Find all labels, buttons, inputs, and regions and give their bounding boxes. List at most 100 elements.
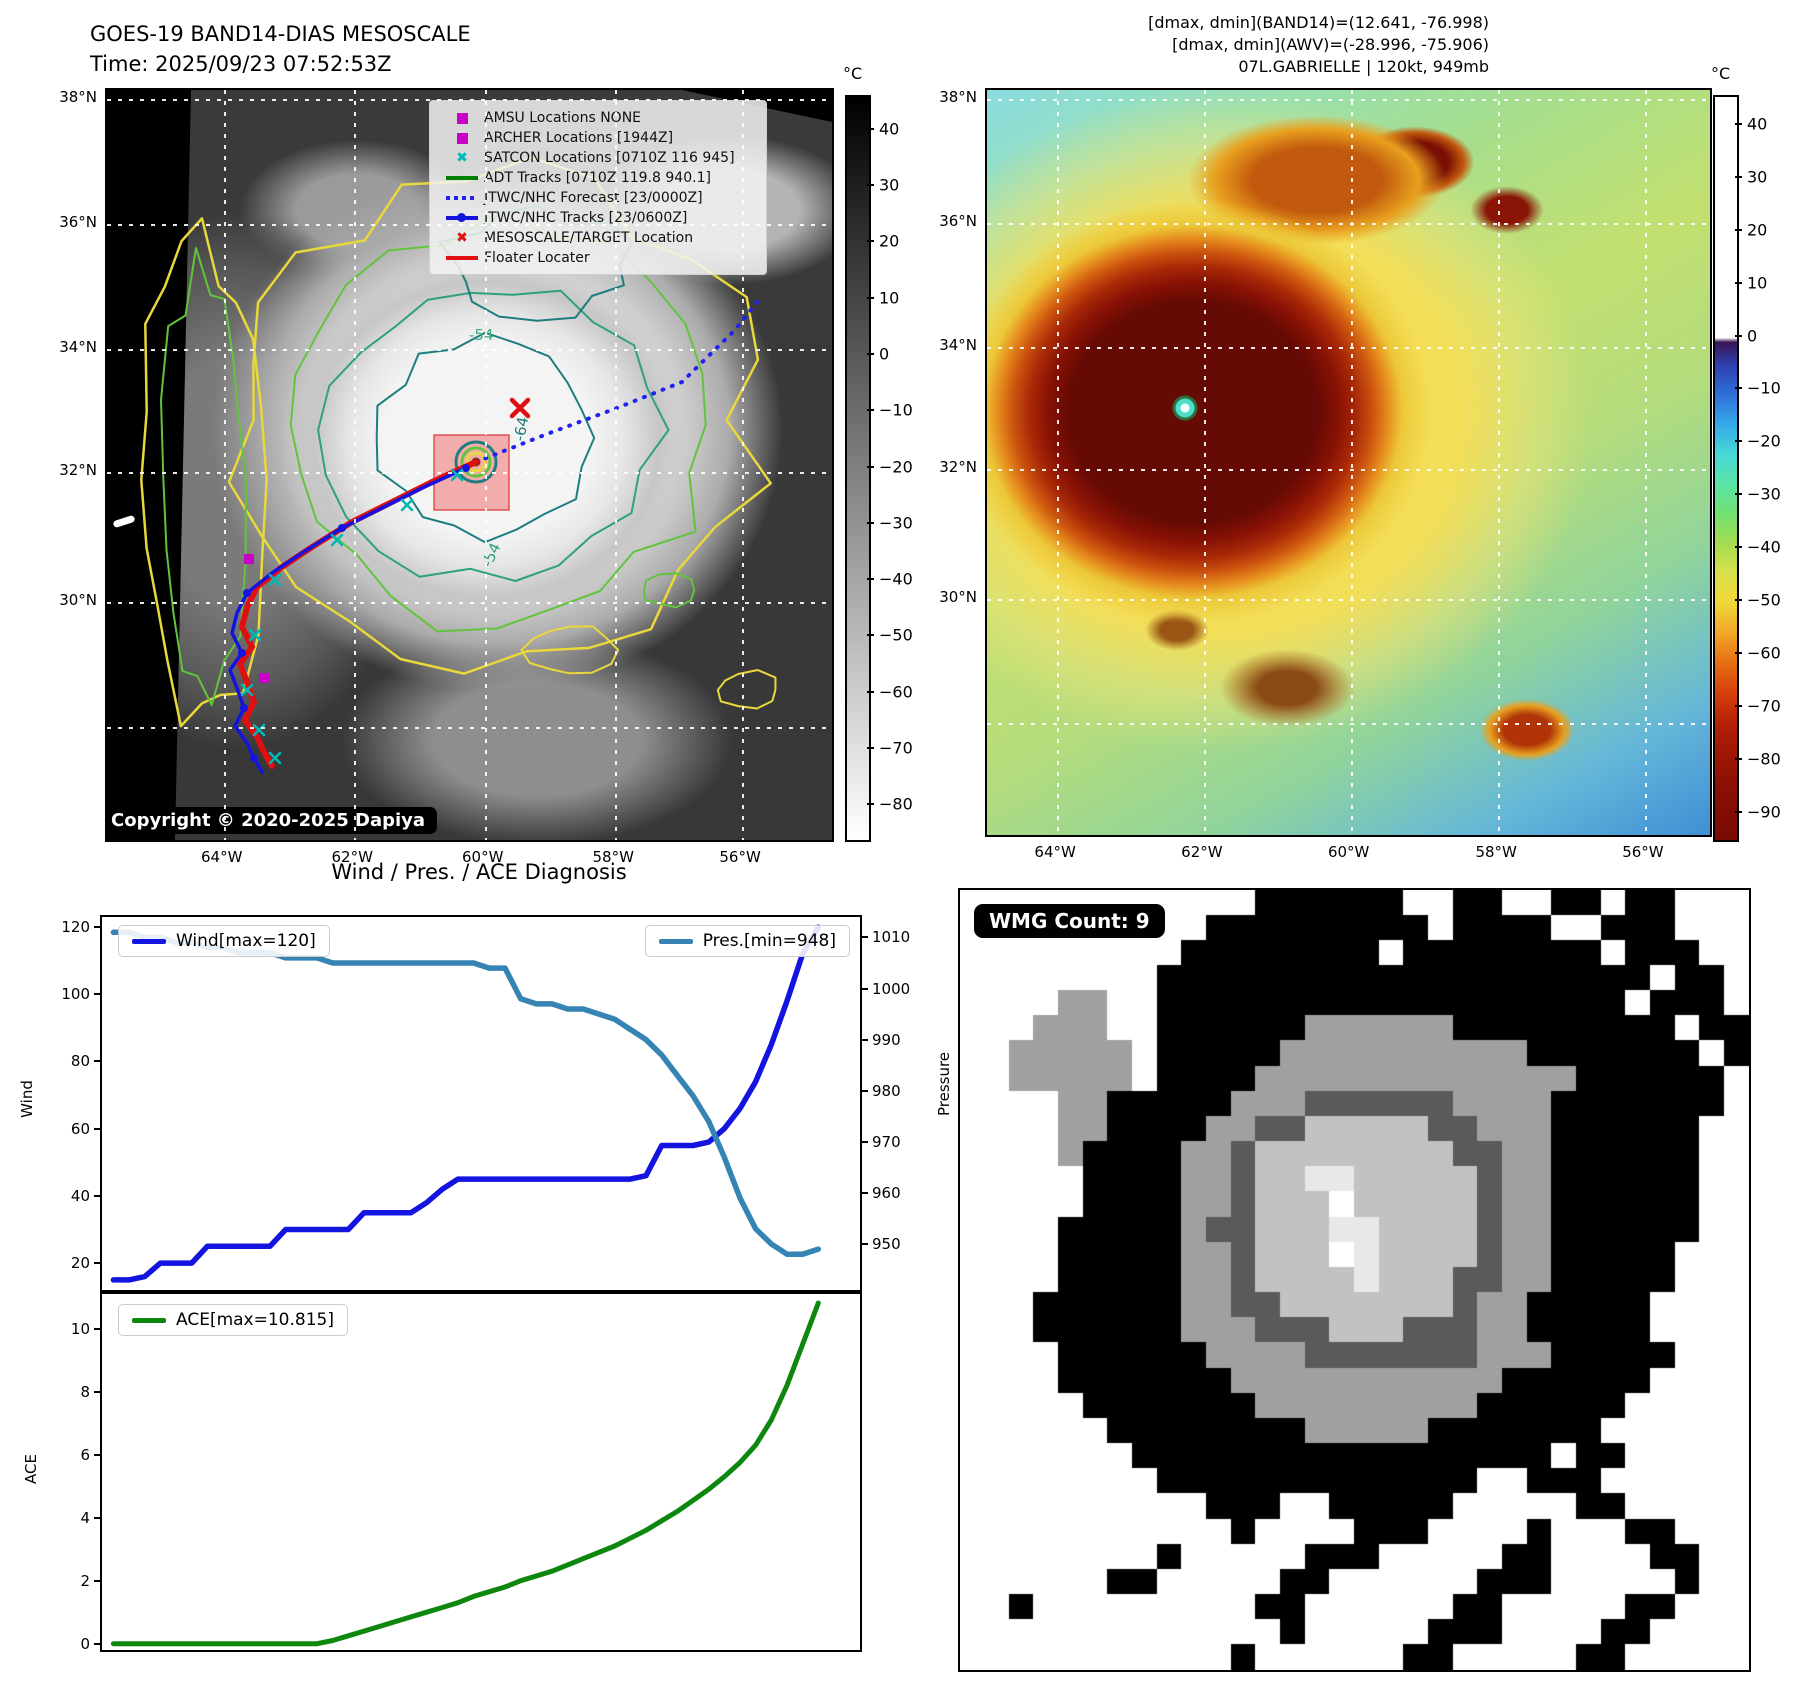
wind-axis-label: Wind — [17, 1080, 36, 1118]
lat-tick-label: 38°N — [939, 87, 977, 106]
pressure-line — [110, 929, 822, 1257]
pressure-legend-label: Pres.[min=948] — [702, 931, 836, 951]
legend-label: JTWC/NHC Tracks [23/0600Z] — [484, 210, 688, 226]
map-gridline-lat — [987, 347, 1710, 350]
colorbar-tick — [867, 521, 874, 524]
lat-tick-label: 32°N — [939, 458, 977, 477]
storm-id-intensity: 07L.GABRIELLE | 120kt, 949mb — [1238, 57, 1489, 76]
contour-spot — [716, 669, 777, 710]
colorbar-tick — [1735, 440, 1742, 443]
colorbar-tick-label: −60 — [1747, 643, 1781, 663]
legend-label: ARCHER Locations [1944Z] — [484, 130, 674, 146]
colorbar-tick — [1735, 546, 1742, 549]
lon-tick-label: 58°W — [592, 848, 634, 866]
swath-edge — [107, 90, 191, 840]
jtwc-track-point — [238, 649, 246, 657]
copyright-badge: Copyright © 2020-2025 Dapiya — [107, 807, 438, 834]
legend-label: ADT Tracks [0710Z 119.8 940.1] — [484, 170, 711, 186]
legend-label: MESOSCALE/TARGET Location — [484, 230, 694, 246]
awv-color-satellite-map[interactable] — [985, 88, 1712, 837]
legend-row: AMSU Locations NONE — [440, 108, 756, 128]
satcon-x-marker — [268, 573, 282, 587]
colorbar-tick — [1735, 123, 1742, 126]
pressure-legend-swatch — [658, 938, 693, 944]
ace-chart[interactable]: ACE[max=10.815] 10 8 6 4 2 0 — [71, 1292, 862, 1653]
colorbar-tick — [867, 465, 874, 468]
colorbar-tick-label: −70 — [879, 738, 913, 758]
axis-tick-label: 0 — [80, 1634, 90, 1653]
axis-tick — [94, 1327, 102, 1330]
legend-label: AMSU Locations NONE — [484, 110, 642, 126]
axis-tick — [94, 1060, 102, 1063]
lon-tick-label: 62°W — [1181, 843, 1223, 861]
lon-tick-label: 58°W — [1475, 843, 1517, 861]
mesoscale-target-x — [509, 397, 531, 419]
axis-tick-label: 80 — [70, 1052, 90, 1071]
legend-row: ARCHER Locations [1944Z] — [440, 128, 756, 148]
lon-tick-label: 62°W — [331, 848, 373, 866]
lat-tick-label: 30°N — [939, 587, 977, 606]
map-gridline-lon — [1057, 90, 1060, 835]
chart-title: Wind / Pres. / ACE Diagnosis — [331, 860, 627, 884]
colorbar-tick — [867, 690, 874, 693]
awv-imagery — [987, 90, 1710, 835]
green-line-icon — [440, 176, 484, 180]
map-gridline-lat — [107, 602, 832, 605]
axis-tick — [94, 1579, 102, 1582]
lon-tick-label: 60°W — [462, 848, 504, 866]
wind-legend-label: Wind[max=120] — [176, 931, 316, 951]
map-gridline-lat — [107, 224, 832, 227]
axis-tick-label: 950 — [872, 1235, 901, 1253]
axis-tick-label: 1010 — [872, 928, 911, 947]
map-gridline-lon — [742, 90, 745, 840]
axis-tick-label: 2 — [80, 1571, 90, 1590]
axis-tick — [94, 1127, 102, 1130]
page-title: GOES-19 BAND14-DIAS MESOSCALE — [90, 22, 471, 46]
wind-line — [110, 924, 822, 1283]
ace-legend-label: ACE[max=10.815] — [176, 1310, 334, 1330]
magenta-square-icon — [440, 112, 484, 124]
map-gridline-lon — [484, 90, 487, 840]
map-gridline-lat — [107, 348, 832, 351]
axis-tick-label: 4 — [80, 1508, 90, 1527]
satcon-x-marker — [400, 498, 414, 512]
colorbar-tick-label: 10 — [879, 288, 900, 308]
lat-tick-label: 32°N — [59, 460, 97, 479]
ace-plot — [110, 1300, 821, 1647]
satcon-x-marker — [240, 683, 254, 697]
jtwc-track-point — [240, 704, 248, 712]
axis-tick — [860, 1089, 868, 1092]
axis-tick — [860, 936, 868, 939]
ace-legend-swatch — [132, 1317, 166, 1323]
colorbar-tick-label: 40 — [1747, 114, 1768, 134]
colorbar-tick — [1735, 175, 1742, 178]
colorbar-unit: °C — [1711, 64, 1731, 83]
contour-spot — [643, 572, 696, 609]
colorbar-tick-label: −70 — [1747, 696, 1781, 716]
archer-marker — [244, 554, 254, 564]
colorbar-tick — [1735, 281, 1742, 284]
wmg-pixel-map[interactable]: WMG Count: 9 — [958, 888, 1751, 1672]
wind-pressure-plot — [110, 924, 822, 1283]
contour-dark-teal — [375, 331, 596, 544]
axis-tick-label: 60 — [70, 1119, 90, 1138]
dmax-dmin-band14: [dmax, dmin](BAND14)=(12.641, -76.998) — [1148, 13, 1489, 32]
lon-tick-label: 60°W — [1327, 843, 1370, 861]
awv-colorbar-ticks: 40 30 20 10 0 −10 −20 −30 −40 −50 −60 −70 −80 −90 — [1713, 95, 1797, 838]
map-gridline-lat — [107, 99, 832, 101]
colorbar-tick — [1735, 599, 1742, 602]
wind-pressure-chart[interactable]: Wind[max=120] Pres.[min=948] 120 100 80 60 4… — [61, 915, 910, 1292]
legend-row: JTWC/NHC Forecast [23/0000Z] — [440, 188, 756, 208]
colorbar-tick — [867, 127, 874, 130]
colorbar-tick-label: 10 — [1747, 273, 1768, 293]
colorbar-tick-label: 20 — [1747, 220, 1768, 240]
colorbar-tick-label: −10 — [1747, 378, 1781, 398]
axis-tick — [94, 993, 102, 996]
band14-satellite-map[interactable]: -54 -64 -54 AMSU Locations NONE ARCHER Lo… — [105, 88, 834, 842]
axis-tick — [860, 1191, 868, 1194]
axis-tick — [94, 1390, 102, 1393]
colorbar-tick-label: −80 — [1747, 749, 1781, 769]
jtwc-track-point — [250, 754, 258, 762]
legend-row: ✖ MESOSCALE/TARGET Location — [440, 228, 756, 248]
